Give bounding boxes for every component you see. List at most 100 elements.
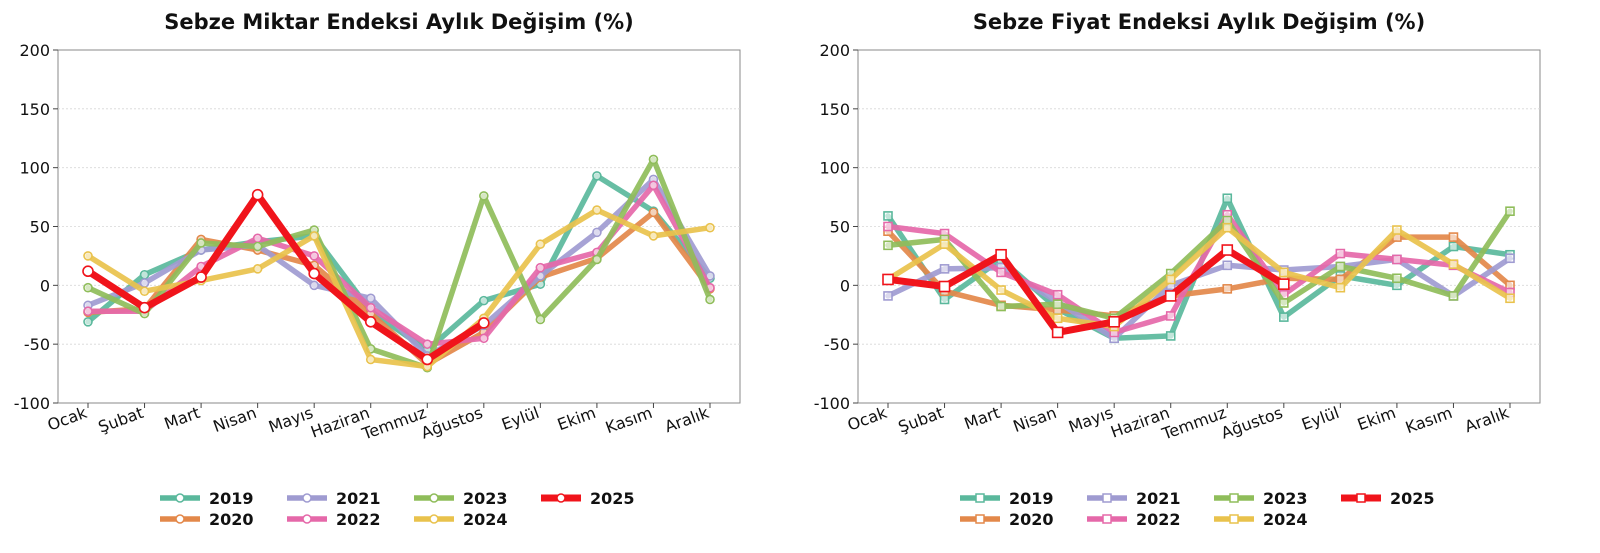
legend-marker xyxy=(175,493,185,503)
legend-label: 2025 xyxy=(590,489,635,508)
data-point xyxy=(996,301,1006,312)
data-point xyxy=(479,333,489,344)
legend-label: 2024 xyxy=(463,510,508,529)
data-point xyxy=(1165,274,1176,285)
data-point xyxy=(939,239,950,249)
series-line-2023 xyxy=(85,156,713,371)
y-tick-label: 0 xyxy=(40,276,50,295)
data-point xyxy=(1448,241,1459,252)
data-point xyxy=(1279,267,1289,278)
legend-label: 2023 xyxy=(1263,489,1308,508)
data-point xyxy=(1392,225,1402,235)
legend-marker xyxy=(175,514,185,524)
data-point xyxy=(938,280,951,293)
data-point xyxy=(139,269,150,280)
data-point xyxy=(309,251,319,261)
legend-marker xyxy=(556,493,566,503)
data-point xyxy=(365,354,376,365)
legend-label: 2020 xyxy=(209,510,254,529)
data-point xyxy=(83,317,93,327)
y-tick-label: -50 xyxy=(824,335,850,354)
chart-title: Sebze Miktar Endeksi Aylık Değişim (%) xyxy=(164,10,634,34)
data-point xyxy=(196,238,206,248)
y-tick-label: -50 xyxy=(24,335,50,354)
data-point xyxy=(1052,289,1063,300)
data-point xyxy=(83,251,93,261)
data-point xyxy=(648,154,659,165)
x-tick-label: Mart xyxy=(162,403,203,433)
legend-marker xyxy=(429,493,439,503)
data-point xyxy=(1108,316,1120,328)
x-tick-label: Nisan xyxy=(1010,403,1059,436)
data-point xyxy=(535,239,546,249)
x-tick-label: Aralık xyxy=(1462,403,1512,437)
data-point xyxy=(705,294,715,305)
data-point xyxy=(309,231,319,241)
data-point xyxy=(1335,248,1346,259)
legend-marker xyxy=(1102,493,1112,503)
data-point xyxy=(195,271,207,283)
data-point xyxy=(308,267,320,280)
data-point xyxy=(252,264,263,274)
x-tick-label: Eylül xyxy=(1299,403,1342,434)
legend-marker xyxy=(1102,514,1112,524)
data-point xyxy=(1505,206,1515,217)
x-tick-label: Ekim xyxy=(555,403,599,434)
data-point xyxy=(883,291,893,301)
x-tick-label: Temmuz xyxy=(359,403,429,444)
data-point xyxy=(883,211,893,221)
series-line-2022 xyxy=(885,211,1513,336)
x-tick-label: Mayıs xyxy=(266,403,316,437)
data-point xyxy=(648,231,659,241)
x-tick-label: Ekim xyxy=(1355,403,1399,434)
legend-marker xyxy=(429,514,439,524)
data-point xyxy=(82,265,94,278)
data-point xyxy=(1392,254,1402,265)
legend-marker xyxy=(302,514,312,524)
data-point xyxy=(592,227,602,238)
legend-label: 2019 xyxy=(209,489,254,508)
legend-label: 2020 xyxy=(1009,510,1054,529)
y-tick-label: -100 xyxy=(814,394,850,413)
data-point xyxy=(421,353,434,366)
data-point xyxy=(995,248,1007,261)
data-point xyxy=(479,295,489,306)
y-tick-label: 100 xyxy=(19,159,50,178)
price-chart: Sebze Fiyat Endeksi Aylık Değişim (%) -10… xyxy=(814,10,1541,529)
data-point xyxy=(252,241,263,252)
x-tick-label: Ocak xyxy=(45,403,90,435)
data-point xyxy=(1279,312,1289,322)
data-point xyxy=(422,339,433,349)
legend-label: 2023 xyxy=(463,489,508,508)
y-tick-label: 100 xyxy=(819,159,850,178)
x-tick-label: Aralık xyxy=(662,403,712,437)
series-line-2024 xyxy=(885,224,1513,330)
x-tick-label: Ağustos xyxy=(419,403,486,443)
data-point xyxy=(939,294,950,305)
data-point xyxy=(1052,313,1063,324)
x-tick-label: Nisan xyxy=(210,403,259,436)
data-point xyxy=(535,262,546,273)
data-point xyxy=(882,273,894,286)
data-point xyxy=(996,267,1006,278)
data-point xyxy=(1448,232,1459,242)
data-point xyxy=(365,293,376,304)
data-point xyxy=(251,188,264,201)
data-point xyxy=(939,264,950,274)
legend-marker xyxy=(302,493,312,503)
data-point xyxy=(592,205,602,215)
legend: 2019 2020 2021 2022 2023 2024 2025 xyxy=(160,489,635,529)
data-point xyxy=(1279,298,1289,308)
series-2022 xyxy=(883,209,1515,338)
y-tick-label: -100 xyxy=(14,394,50,413)
x-tick-label: Mayıs xyxy=(1066,403,1116,437)
data-point xyxy=(535,314,546,325)
data-point xyxy=(996,285,1006,295)
data-point xyxy=(592,171,602,181)
legend-label: 2019 xyxy=(1009,489,1054,508)
x-tick-label: Kasım xyxy=(1403,403,1455,437)
data-point xyxy=(1335,282,1346,293)
data-point xyxy=(1052,299,1063,309)
data-point xyxy=(1165,331,1176,341)
data-point xyxy=(1222,284,1233,294)
